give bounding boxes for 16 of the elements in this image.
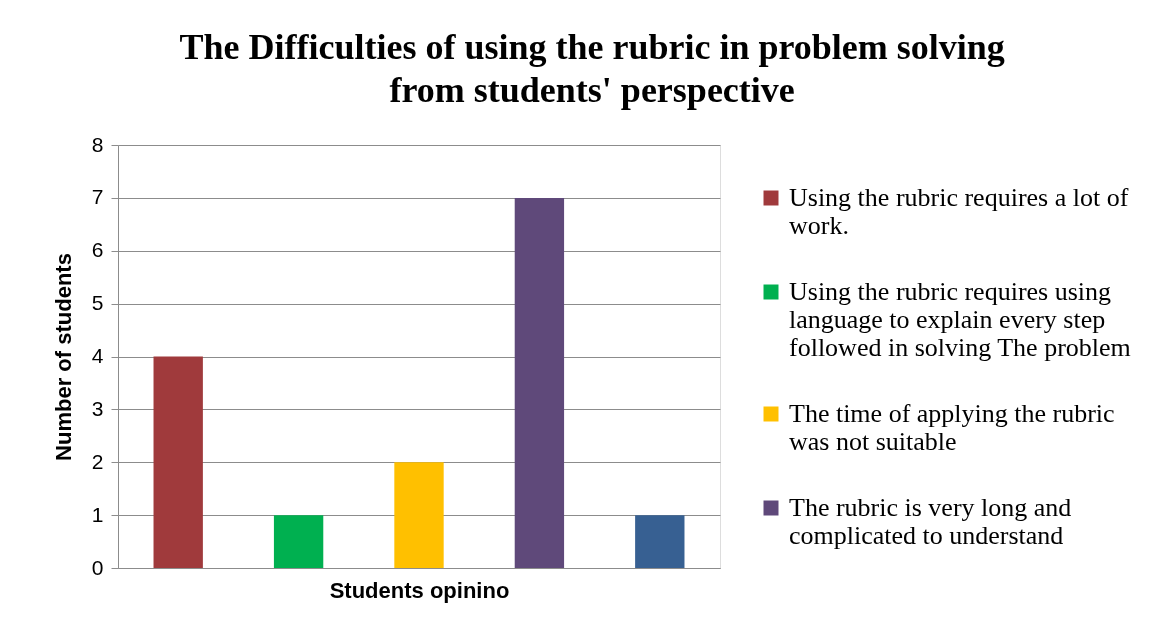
y-tick-label: 2 bbox=[91, 449, 104, 473]
legend-label: The rubric is very long and complicated to understand bbox=[789, 493, 1072, 550]
y-tick-label: 5 bbox=[91, 291, 104, 315]
y-tick-label: 1 bbox=[91, 502, 104, 526]
legend-label: Using the rubric requires using language to explain every step followed in solving The problem bbox=[789, 277, 1131, 362]
chart-title: The Difficulties of using the rubric in problem solving from students' perspective bbox=[179, 27, 1005, 110]
y-tick-label: 0 bbox=[91, 555, 104, 579]
y-tick-label: 4 bbox=[91, 344, 104, 367]
y-tick-label: 3 bbox=[91, 396, 104, 420]
y-tick-label: 7 bbox=[91, 185, 104, 209]
x-axis-title: Students opinino bbox=[329, 577, 510, 603]
y-tick-label: 8 bbox=[91, 132, 104, 156]
y-axis-title: Number of students bbox=[50, 253, 76, 461]
legend-label: The time of applying the rubric was not suitable bbox=[789, 399, 1115, 456]
legend-label: Using the rubric requires a lot of work. bbox=[789, 183, 1129, 240]
y-tick-label: 6 bbox=[91, 238, 104, 262]
